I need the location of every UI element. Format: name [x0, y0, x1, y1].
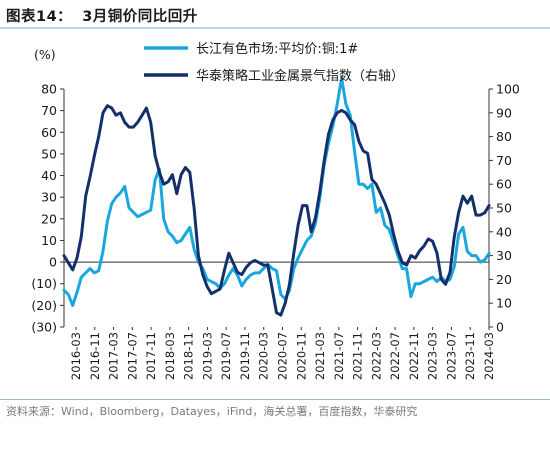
- x-tick-label: 2022-03: [369, 332, 383, 380]
- x-tick-label: 2021-03: [313, 332, 327, 380]
- x-tick-label: 2020-07: [276, 332, 290, 380]
- x-tick-label: 2016-03: [69, 332, 83, 380]
- x-tick-label: 2018-11: [182, 332, 196, 380]
- figure-title: 图表14： 3月铜价同比回升: [6, 5, 198, 26]
- x-tick-label: 2023-11: [463, 332, 477, 380]
- series-line-1: [62, 76, 491, 307]
- x-tick-label: 2019-11: [238, 332, 252, 380]
- x-tick-label: 2023-03: [426, 332, 440, 380]
- x-tick-label: 2022-07: [388, 332, 402, 380]
- figure-label: 图表14：: [6, 9, 73, 25]
- left-tick-label: 30: [41, 190, 57, 205]
- x-tick-label: 2019-07: [219, 332, 233, 380]
- right-tick-label: 50: [496, 201, 512, 216]
- x-tick-label: 2021-11: [351, 332, 365, 380]
- figure-title-text: 3月铜价同比回升: [82, 9, 198, 25]
- x-tick-label: 2020-03: [257, 332, 271, 380]
- left-tick-label: 0: [49, 255, 57, 270]
- left-tick-label: 10: [41, 233, 57, 248]
- right-tick-label: 40: [496, 224, 512, 239]
- line-chart: 80706050403020100(10)(20)(30)10090807060…: [31, 41, 520, 380]
- source-note: 资料来源：Wind，Bloomberg，Datayes，iFind，海关总署，百…: [6, 405, 418, 418]
- x-tick-label: 2017-11: [144, 332, 158, 380]
- left-tick-label: 70: [41, 103, 57, 118]
- right-tick-label: 60: [496, 177, 512, 192]
- left-tick-label: 80: [41, 82, 57, 97]
- right-tick-label: 100: [496, 82, 520, 97]
- right-tick-label: 30: [496, 248, 512, 263]
- title-divider: [0, 27, 550, 29]
- series-line-2: [62, 104, 491, 317]
- x-tick-label: 2021-07: [332, 332, 346, 380]
- x-tick-label: 2017-07: [125, 332, 139, 380]
- x-tick-label: 2018-03: [163, 332, 177, 380]
- x-tick-label: 2017-03: [107, 332, 121, 380]
- legend-label-1: 长江有色市场:平均价:铜:1#: [196, 41, 358, 57]
- source-divider: [0, 399, 550, 400]
- left-tick-label: 40: [41, 168, 57, 183]
- left-tick-label: 20: [41, 211, 57, 226]
- x-tick-label: 2022-11: [407, 332, 421, 380]
- left-tick-label: (10): [31, 276, 57, 291]
- x-tick-label: 2024-03: [482, 332, 496, 380]
- left-tick-label: 60: [41, 125, 57, 140]
- right-tick-label: 0: [496, 320, 504, 335]
- x-tick-label: 2016-11: [88, 332, 102, 380]
- right-tick-label: 20: [496, 272, 512, 287]
- x-tick-label: 2020-11: [294, 332, 308, 380]
- right-tick-label: 90: [496, 105, 512, 120]
- x-tick-label: 2019-03: [200, 332, 214, 380]
- left-tick-label: (20): [31, 298, 57, 313]
- left-axis-unit: (%): [34, 47, 56, 62]
- right-tick-label: 80: [496, 129, 512, 144]
- legend-label-2: 华泰策略工业金属景气指数（右轴）: [196, 68, 404, 84]
- left-tick-label: (30): [31, 320, 57, 335]
- x-tick-label: 2023-07: [444, 332, 458, 380]
- left-tick-label: 50: [41, 146, 57, 161]
- right-tick-label: 10: [496, 296, 512, 311]
- right-tick-label: 70: [496, 153, 512, 168]
